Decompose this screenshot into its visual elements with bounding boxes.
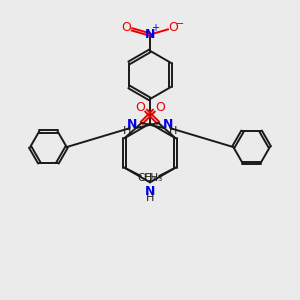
Text: N: N xyxy=(145,185,155,198)
Text: −: − xyxy=(175,19,184,29)
Text: O: O xyxy=(169,21,178,34)
Text: CH₃: CH₃ xyxy=(143,173,163,183)
Text: O: O xyxy=(155,100,165,113)
Text: O: O xyxy=(135,100,145,113)
Text: N: N xyxy=(163,118,173,131)
Text: O: O xyxy=(122,21,131,34)
Text: N: N xyxy=(127,118,137,131)
Text: CH₃: CH₃ xyxy=(137,173,157,183)
Text: H: H xyxy=(146,193,154,203)
Text: +: + xyxy=(151,23,159,33)
Text: H: H xyxy=(123,126,131,136)
Text: H: H xyxy=(169,126,177,136)
Text: N: N xyxy=(145,28,155,41)
